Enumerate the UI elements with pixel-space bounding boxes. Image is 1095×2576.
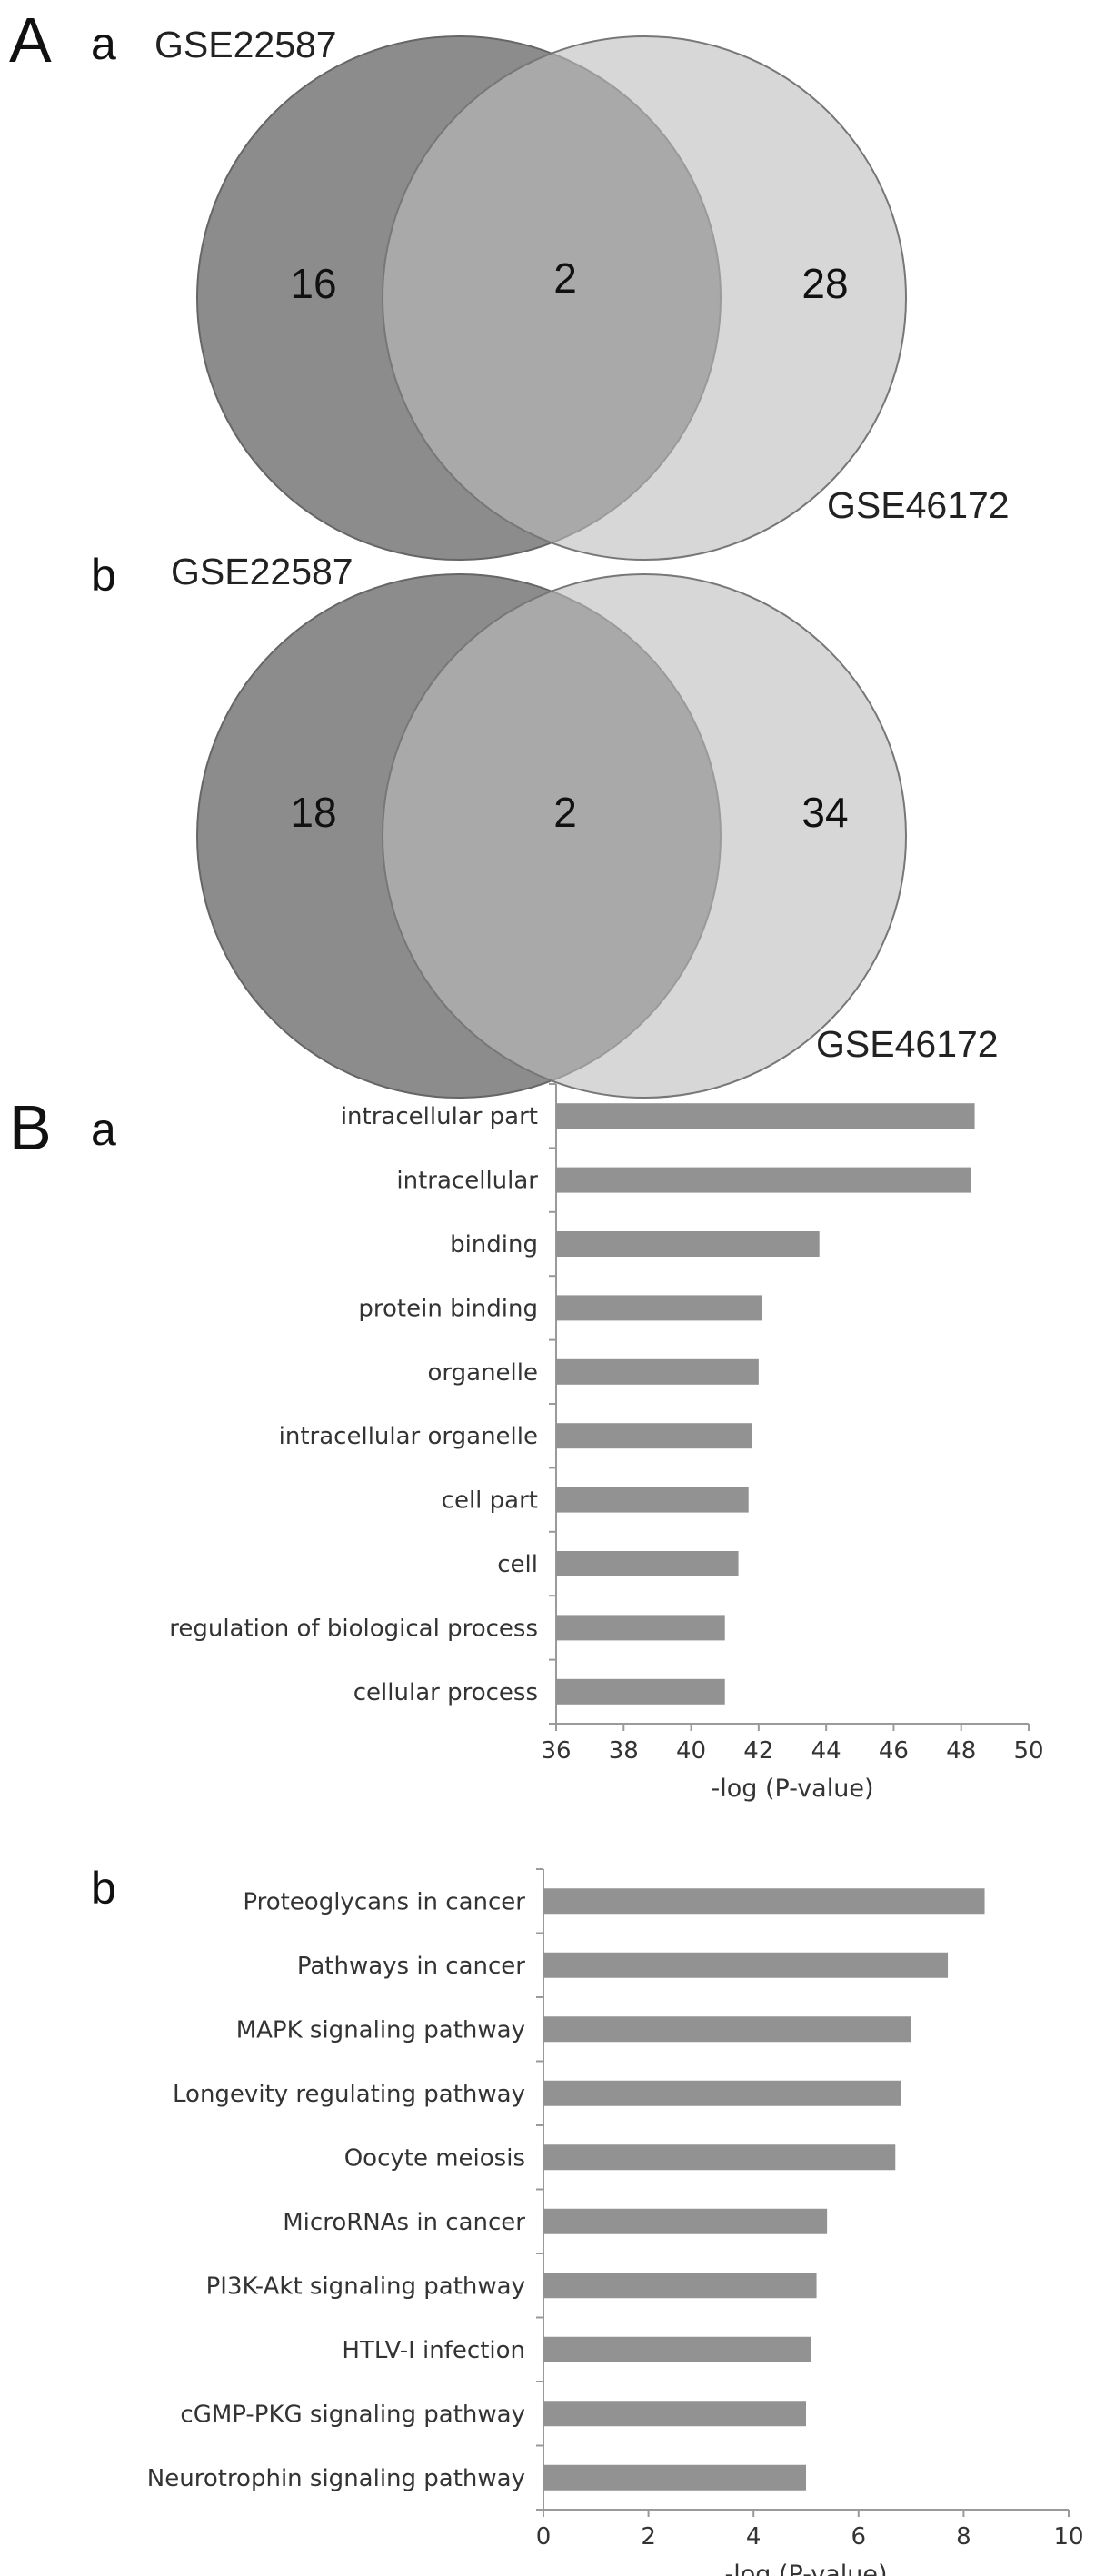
chart-bb-category-label: HTLV-I infection	[342, 2337, 525, 2364]
chart-bb-category-label: MicroRNAs in cancer	[283, 2209, 525, 2236]
chart-bb-category-label: Proteoglycans in cancer	[243, 1888, 525, 1915]
chart-ba-bar	[556, 1167, 971, 1193]
chart-bb-category-label: Pathways in cancer	[297, 1953, 525, 1980]
chart-bb-x-tick-label: 4	[746, 2523, 762, 2551]
chart-b-sub-letter: b	[91, 1863, 116, 1914]
chart-ba-category-label: cellular process	[353, 1679, 538, 1706]
panel-letter-A: A	[9, 5, 52, 75]
chart-bb-category-label: MAPK signaling pathway	[236, 2016, 525, 2044]
chart-bb-category-label: Oocyte meiosis	[344, 2144, 525, 2172]
chart-bb-bar	[543, 1888, 985, 1915]
chart-ba-bar	[556, 1615, 725, 1641]
chart-ba-x-tick-label: 50	[1013, 1737, 1043, 1765]
chart-bb-x-tick-label: 10	[1053, 2523, 1083, 2551]
chart-ba-bar	[556, 1487, 749, 1513]
chart-ba-x-tick-label: 40	[676, 1737, 706, 1765]
venn-diagram-b: b GSE22587 GSE46172 18 2 34	[91, 550, 999, 1099]
chart-bb-x-axis-title: -log (P-value)	[724, 2561, 887, 2576]
chart-ba-category-label: intracellular organelle	[279, 1423, 538, 1450]
chart-bb-bar	[543, 2016, 911, 2043]
chart-bb-bar	[543, 2464, 806, 2491]
venn-b-left-count: 18	[290, 789, 336, 836]
chart-ba-bar	[556, 1103, 975, 1129]
chart-bb-x-tick-label: 2	[641, 2523, 656, 2551]
chart-ba-x-tick-label: 44	[811, 1737, 841, 1765]
chart-a-sub-letter: a	[91, 1104, 116, 1155]
chart-bb-x-tick-label: 8	[956, 2523, 971, 2551]
venn-b-sub-letter: b	[91, 550, 116, 601]
chart-ba-x-tick-label: 36	[541, 1737, 571, 1765]
chart-bb-bar	[543, 2336, 811, 2362]
chart-ba-category-label: binding	[450, 1231, 538, 1258]
venn-b-left-set-label: GSE22587	[171, 551, 353, 592]
venn-a-left-count: 16	[290, 260, 336, 307]
chart-bb-bar	[543, 2080, 901, 2106]
bar-chart-kegg-pathways: b Proteoglycans in cancer Pathways in can…	[91, 1863, 1084, 2576]
chart-ba-bar	[556, 1551, 739, 1576]
venn-a-left-set-label: GSE22587	[154, 24, 337, 65]
chart-ba-x-tick-label: 48	[946, 1737, 976, 1765]
chart-ba-bar	[556, 1678, 725, 1705]
chart-bb-category-label: cGMP-PKG signaling pathway	[180, 2401, 525, 2428]
bar-chart-go-terms: a intracellular part intracellular binding…	[91, 1083, 1044, 1803]
chart-bb-bar	[543, 2273, 817, 2299]
chart-ba-bar	[556, 1295, 762, 1321]
venn-a-right-circle	[382, 35, 907, 561]
chart-ba-category-label: cell part	[442, 1487, 538, 1515]
chart-bb-bar	[543, 2144, 896, 2171]
chart-ba-category-label: intracellular	[396, 1168, 538, 1195]
chart-ba-x-tick-label: 46	[879, 1737, 909, 1765]
venn-a-right-set-label: GSE46172	[827, 484, 1010, 526]
chart-bb-category-label: PI3K-Akt signaling pathway	[206, 2273, 525, 2300]
panel-letter-B: B	[9, 1092, 52, 1163]
venn-a-overlap-count: 2	[553, 254, 577, 302]
chart-ba-bar	[556, 1358, 759, 1385]
chart-ba-x-axis-title: -log (P-value)	[711, 1775, 873, 1803]
chart-ba-category-label: organelle	[428, 1359, 539, 1387]
venn-b-right-count: 34	[801, 789, 848, 836]
chart-ba-bar	[556, 1231, 820, 1257]
chart-ba-bar	[556, 1423, 752, 1449]
chart-ba-category-label: regulation of biological process	[169, 1615, 538, 1642]
venn-a-right-count: 28	[801, 260, 848, 307]
chart-bb-category-label: Longevity regulating pathway	[173, 2081, 525, 2108]
venn-b-overlap-count: 2	[553, 789, 577, 836]
chart-bb-bar	[543, 1952, 949, 1978]
venn-diagram-a: a GSE22587 GSE46172 16 2 28	[91, 18, 1010, 561]
chart-ba-x-tick-label: 42	[743, 1737, 773, 1765]
venn-b-right-circle	[382, 573, 907, 1099]
chart-bb-x-tick-label: 6	[851, 2523, 867, 2551]
chart-bb-bar	[543, 2401, 806, 2427]
chart-ba-category-label: cell	[497, 1551, 538, 1578]
chart-ba-category-label: intracellular part	[341, 1103, 538, 1130]
chart-ba-category-label: protein binding	[358, 1295, 538, 1322]
chart-bb-x-tick-label: 0	[536, 2523, 552, 2551]
chart-bb-bar	[543, 2208, 828, 2234]
chart-ba-x-tick-label: 38	[609, 1737, 639, 1765]
venn-b-right-set-label: GSE46172	[816, 1023, 999, 1065]
chart-bb-category-label: Neurotrophin signaling pathway	[147, 2465, 525, 2492]
venn-a-sub-letter: a	[91, 18, 116, 69]
